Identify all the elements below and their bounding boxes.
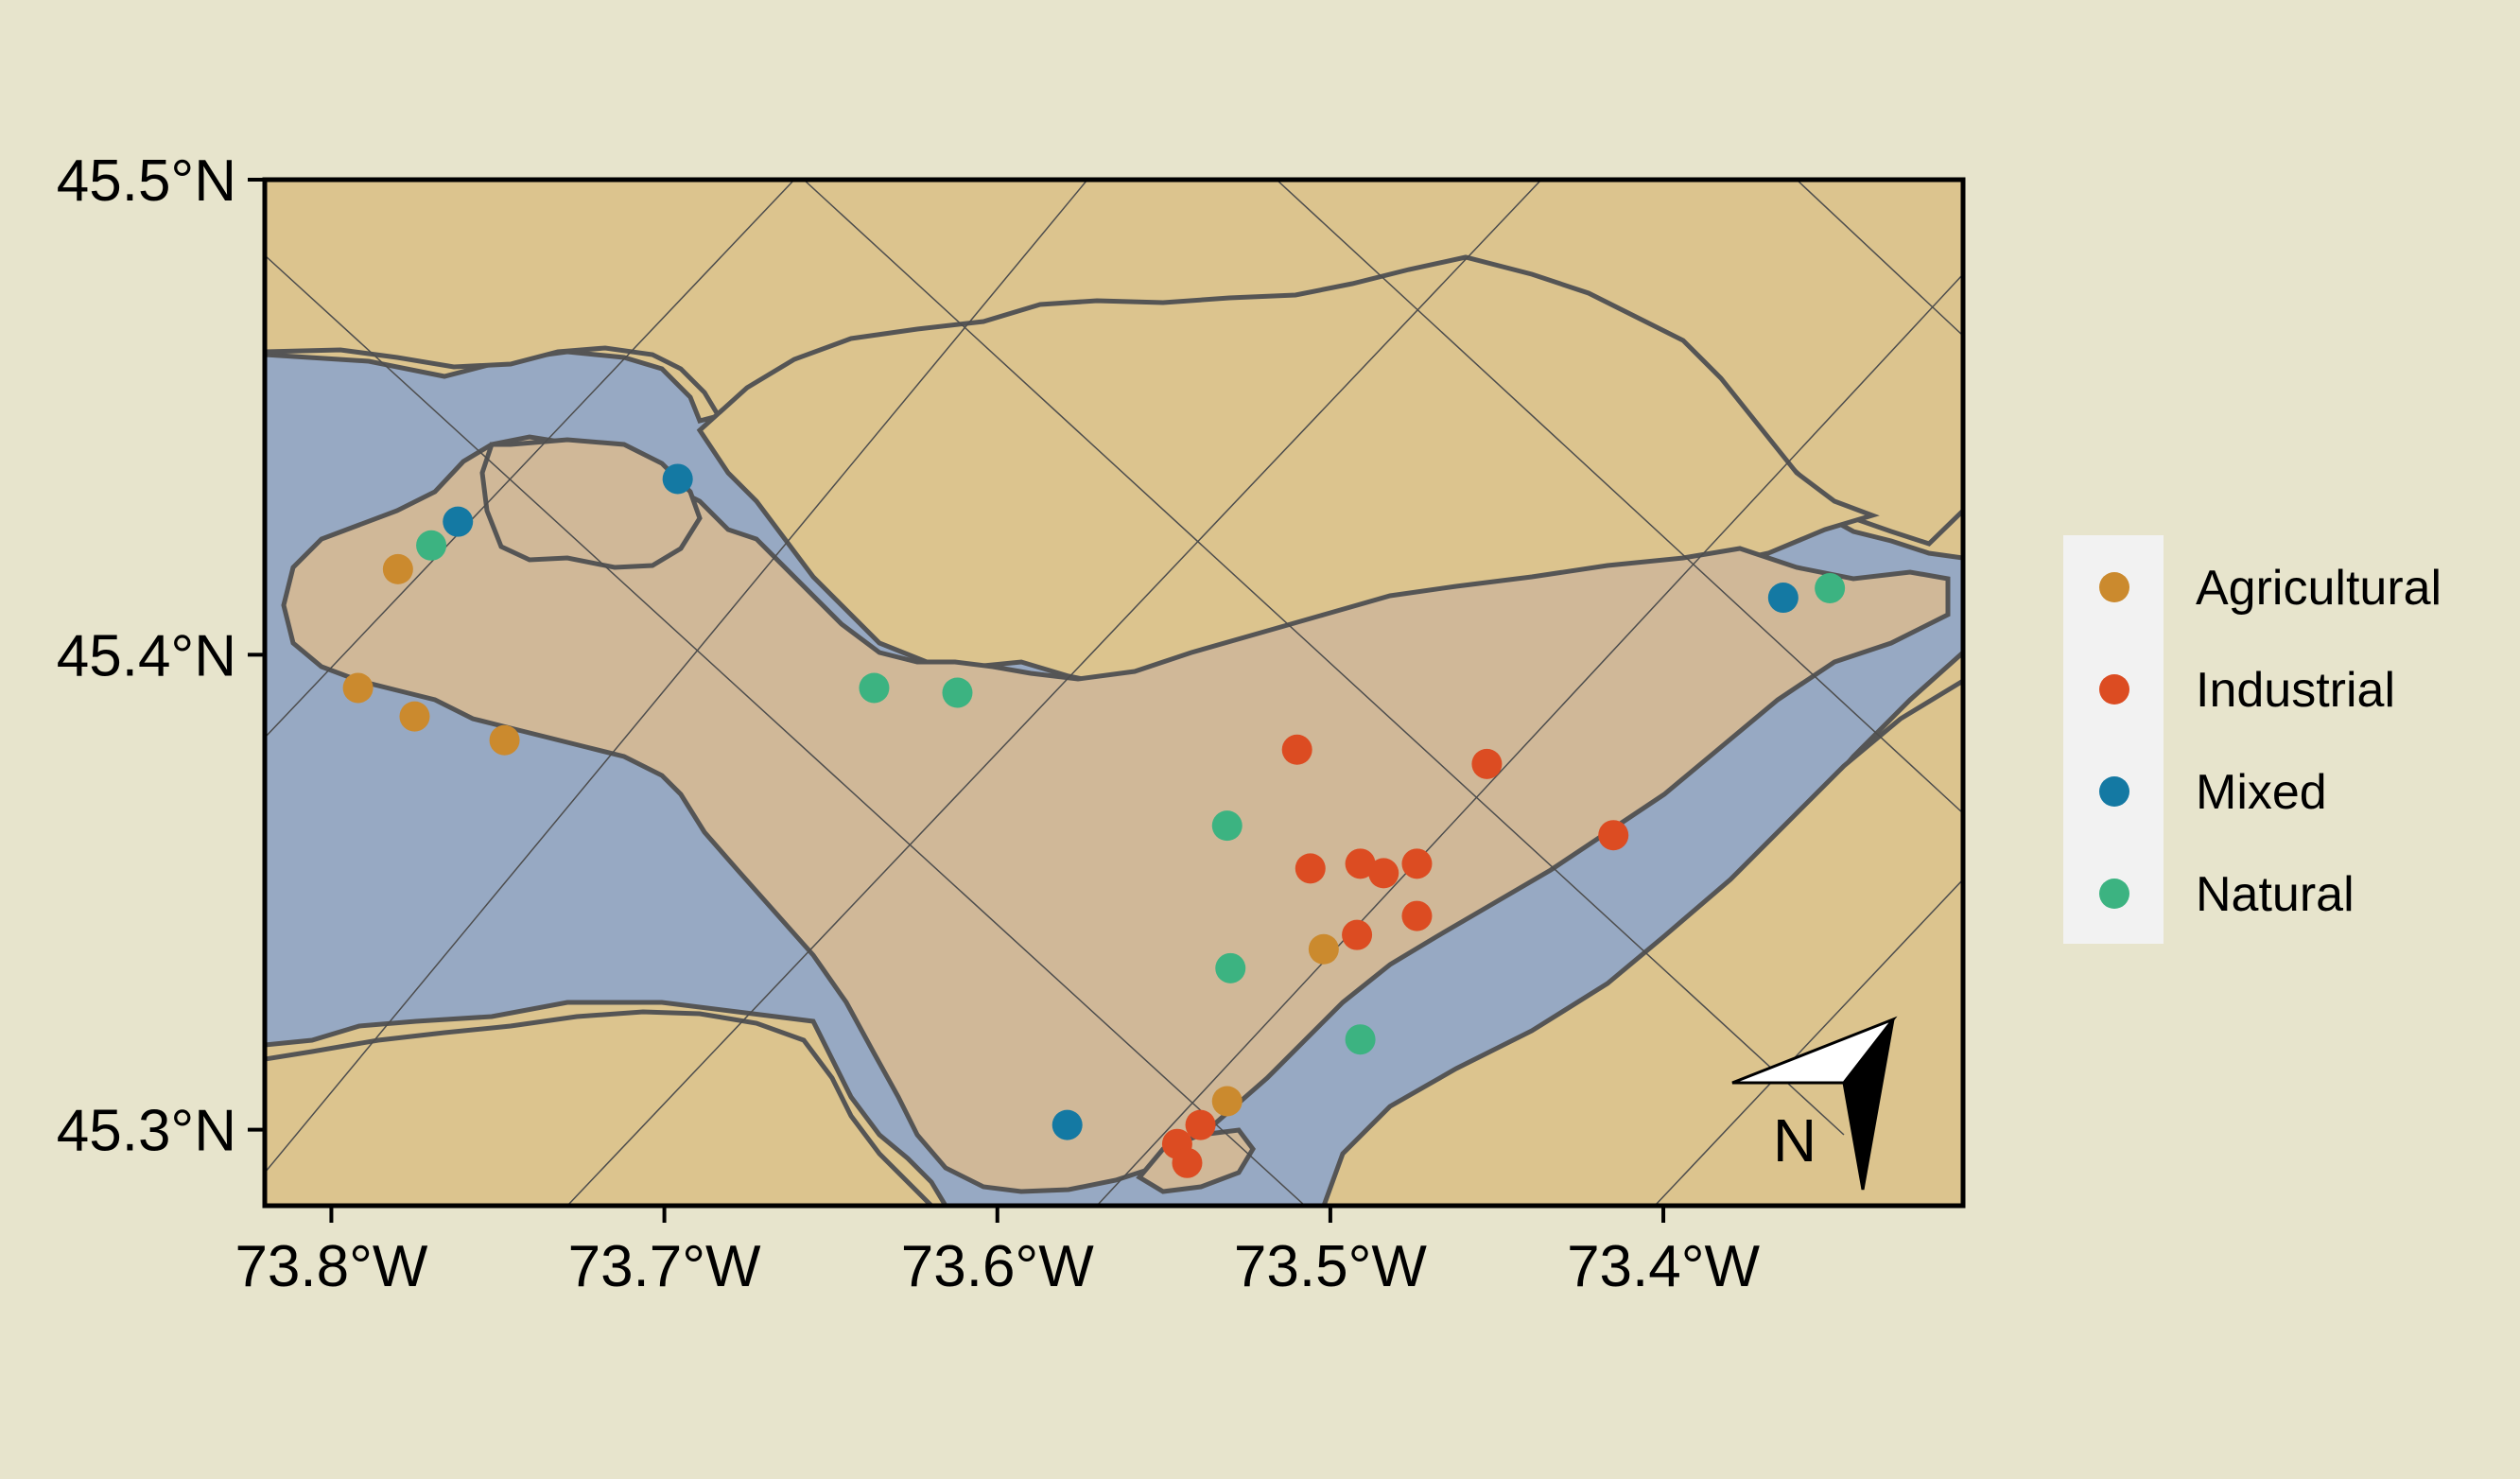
north-arrow: N xyxy=(1731,1016,1898,1191)
sites-layer xyxy=(342,463,1846,1178)
legend-background xyxy=(2063,535,2164,944)
site-marker-industrial xyxy=(1345,848,1376,879)
site-marker-mixed xyxy=(1767,583,1799,614)
legend-label: Industrial xyxy=(2196,663,2395,718)
site-marker-agricultural xyxy=(399,701,430,732)
site-marker-industrial xyxy=(1295,853,1326,884)
site-marker-industrial xyxy=(1342,919,1373,950)
lon-tick-label: 73.5°W xyxy=(1234,1234,1427,1299)
graticule xyxy=(265,180,1963,1206)
site-marker-agricultural xyxy=(1211,1086,1243,1117)
site-marker-industrial xyxy=(1598,820,1629,851)
site-marker-mixed xyxy=(1051,1109,1083,1140)
site-marker-industrial xyxy=(1172,1147,1203,1178)
lon-tick-label: 73.8°W xyxy=(235,1234,427,1299)
site-marker-natural xyxy=(416,530,447,561)
lon-tick-label: 73.4°W xyxy=(1567,1234,1760,1299)
west-island xyxy=(479,437,703,570)
site-marker-agricultural xyxy=(342,672,374,704)
lon-tick-label: 73.6°W xyxy=(901,1234,1094,1299)
legend-key-natural xyxy=(2099,879,2129,909)
legend-key-agricultural xyxy=(2099,572,2129,602)
site-marker-natural xyxy=(1215,952,1246,983)
south-west-shore xyxy=(265,1009,935,1206)
legend-label: Mixed xyxy=(2196,765,2327,820)
lat-tick-label: 45.5°N xyxy=(57,148,236,214)
site-marker-natural xyxy=(859,672,890,704)
map-frame xyxy=(262,177,1966,1209)
legend-key-mixed xyxy=(2099,776,2129,807)
lat-tick-label: 45.3°N xyxy=(57,1099,236,1164)
lat-axis: 45.5°N 45.4°N 45.3°N xyxy=(57,148,265,1164)
site-marker-industrial xyxy=(1185,1109,1216,1140)
site-marker-industrial xyxy=(1401,900,1433,931)
site-marker-industrial xyxy=(1471,748,1503,779)
site-marker-industrial xyxy=(1401,848,1433,879)
lat-tick-label: 45.4°N xyxy=(57,623,236,688)
legend-label: Natural xyxy=(2196,867,2355,922)
main-island xyxy=(281,434,1951,1194)
site-marker-industrial xyxy=(1368,858,1399,889)
site-marker-natural xyxy=(1815,572,1846,603)
site-marker-mixed xyxy=(443,506,474,537)
legend-label: Agricultural xyxy=(2196,561,2442,616)
lon-axis: 73.8°W 73.7°W 73.6°W 73.5°W 73.4°W xyxy=(235,1206,1761,1299)
north-arrow-label: N xyxy=(1773,1106,1816,1174)
site-marker-natural xyxy=(1211,810,1243,842)
site-marker-agricultural xyxy=(489,724,520,756)
site-marker-mixed xyxy=(662,463,693,495)
legend: Agricultural Industrial Mixed Natural xyxy=(2063,535,2442,944)
site-marker-agricultural xyxy=(1308,933,1339,965)
north-arrow-right-half xyxy=(1842,1018,1895,1191)
site-marker-natural xyxy=(942,677,973,708)
site-marker-natural xyxy=(1345,1024,1376,1055)
lon-tick-label: 73.7°W xyxy=(568,1234,761,1299)
map-panel: N xyxy=(265,180,1963,1206)
site-marker-industrial xyxy=(1281,734,1312,765)
site-marker-agricultural xyxy=(382,553,413,584)
legend-key-industrial xyxy=(2099,674,2129,705)
